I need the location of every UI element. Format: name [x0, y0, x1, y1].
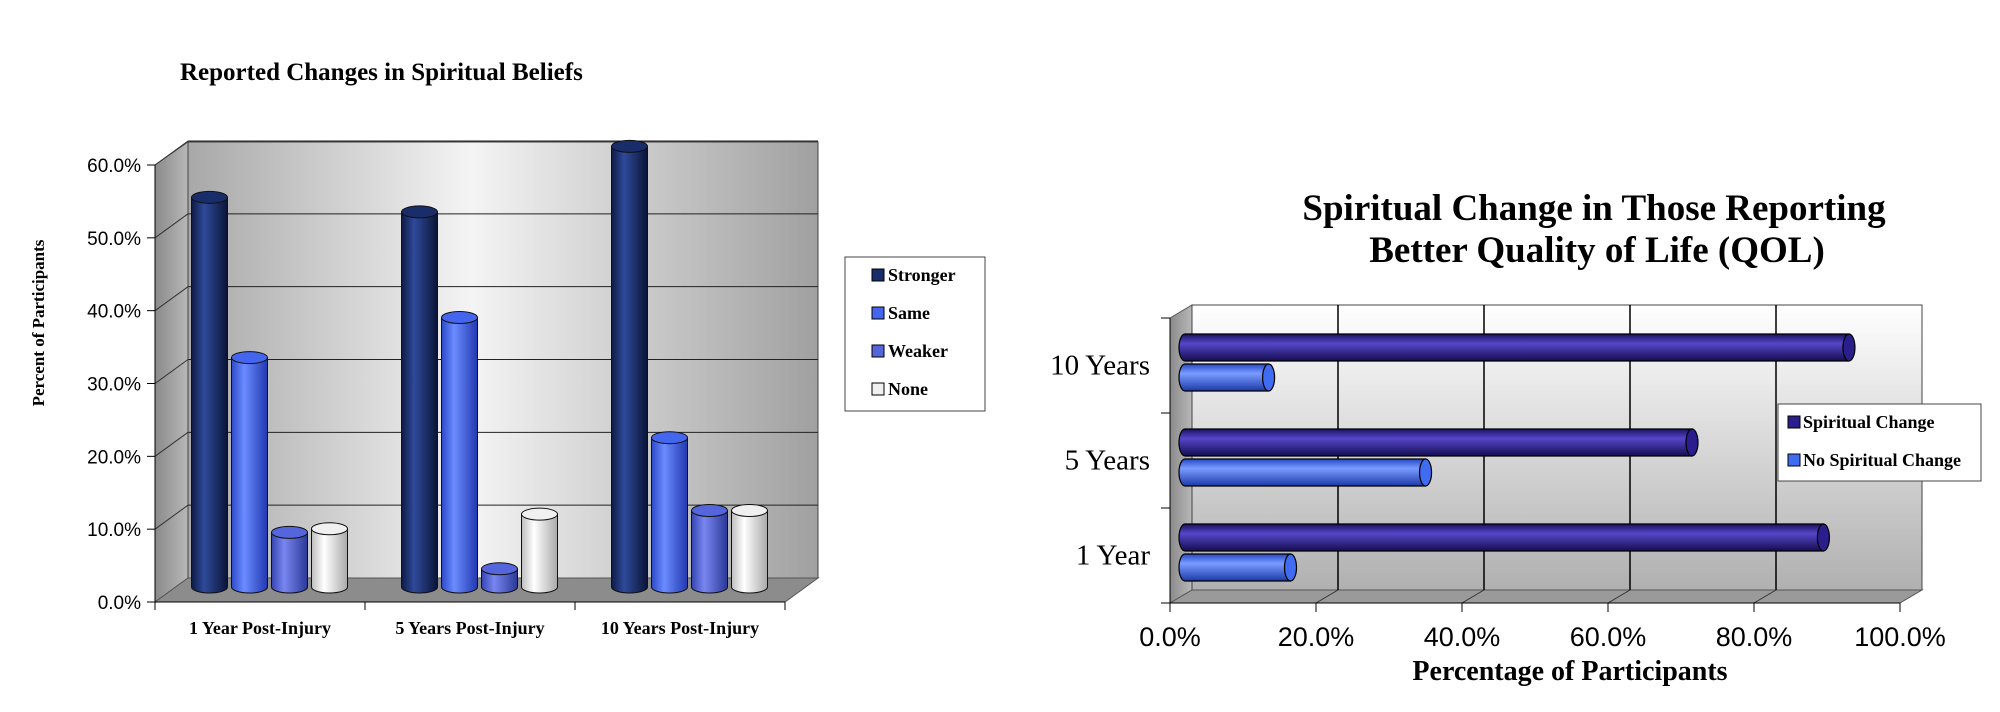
chart-left-x-axis: 1 Year Post-Injury 5 Years Post-Injury 10 … [154, 601, 786, 638]
chart-left-x-tick-label: 1 Year Post-Injury [189, 618, 331, 638]
chart-left-y-tick-label: 60.0% [87, 156, 141, 177]
legend-label-none: None [888, 379, 928, 399]
bar-weaker-10-years-post-injury [691, 504, 728, 594]
bar-same-10-years-post-injury [651, 431, 688, 594]
chart-right-gridline-floor [1753, 589, 1777, 604]
legend-label-weaker: Weaker [888, 341, 948, 361]
chart-right-x-tick-label: 100.0% [1854, 622, 1946, 652]
chart-right-y-tick-label: 1 Year [1076, 540, 1150, 572]
bar-spiritual-change-5-years [1178, 428, 1699, 457]
chart-left-y-tick-label: 10.0% [87, 520, 141, 541]
legend-label-stronger: Stronger [888, 265, 956, 285]
chart-left-legend-box [844, 256, 986, 412]
chart-right-gridline-floor [1461, 589, 1485, 604]
chart-left-y-tick-label: 0.0% [98, 593, 141, 614]
chart-left-y-tick-label: 30.0% [87, 375, 141, 396]
chart-left-gridline-side [154, 504, 189, 530]
chart-right-xlabel: Percentage of Participants [1412, 656, 1727, 687]
chart-left-y-axis: 0.0% 10.0% 20.0% 30.0% 40.0% 50.0% 60.0% [87, 156, 156, 614]
chart-right-x-tick-label: 20.0% [1278, 622, 1355, 652]
chart-left: Reported Changes in Spiritual Beliefs Pe… [29, 59, 986, 638]
chart-left-x-tick-label: 5 Years Post-Injury [395, 618, 544, 638]
chart-right: Spiritual Change in Those Reporting Bett… [1050, 188, 1982, 687]
bar-same-5-years-post-injury [441, 311, 478, 594]
legend-swatch-none [871, 382, 885, 396]
bar-no-spiritual-change-1-year [1178, 553, 1298, 582]
chart-left-y-tick-label: 20.0% [87, 447, 141, 468]
chart-right-title-line2: Better Quality of Life (QOL) [1369, 230, 1825, 271]
bar-none-10-years-post-injury [731, 504, 768, 594]
chart-left-bars [191, 139, 768, 594]
bar-no-spiritual-change-10-years [1178, 363, 1276, 392]
bar-stronger-5-years-post-injury [401, 205, 438, 594]
chart-left-gridline-side [154, 286, 189, 312]
chart-left-legend: Stronger Same Weaker None [844, 256, 986, 412]
bar-none-5-years-post-injury [521, 507, 558, 594]
legend-label-spiritual-change: Spiritual Change [1803, 412, 1935, 432]
chart-right-y-axis: 1 Year 5 Years 10 Years [1050, 317, 1171, 604]
chart-left-gridlines [154, 140, 818, 530]
chart-left-ylabel: Percent of Participants [29, 239, 48, 406]
legend-swatch-stronger [871, 268, 885, 282]
chart-right-title-line1: Spiritual Change in Those Reporting [1302, 188, 1886, 229]
chart-right-legend: Spiritual Change No Spiritual Change [1777, 403, 1982, 482]
bar-weaker-1-year-post-injury [271, 525, 308, 594]
chart-right-gridline-floor [1315, 589, 1339, 604]
bar-spiritual-change-10-years [1178, 333, 1856, 362]
bar-none-1-year-post-injury [311, 522, 348, 594]
legend-label-same: Same [888, 303, 930, 323]
chart-right-x-tick-label: 80.0% [1716, 622, 1793, 652]
chart-left-gridline-side [154, 213, 189, 239]
legend-label-no-spiritual-change: No Spiritual Change [1803, 450, 1961, 470]
chart-left-y-tick-label: 40.0% [87, 302, 141, 323]
chart-left-gridline-side [154, 431, 189, 457]
legend-swatch-no-spiritual-change [1787, 453, 1801, 467]
chart-right-gridline-floor [1607, 589, 1631, 604]
chart-left-x-tick-label: 10 Years Post-Injury [601, 618, 759, 638]
chart-right-y-tick-label: 10 Years [1050, 350, 1150, 382]
chart-left-gridline-side [154, 359, 189, 384]
chart-left-title: Reported Changes in Spiritual Beliefs [180, 59, 583, 86]
chart-right-y-tick-label: 5 Years [1065, 445, 1150, 477]
legend-swatch-weaker [871, 344, 885, 358]
bar-no-spiritual-change-5-years [1178, 458, 1433, 487]
chart-right-x-axis: 0.0% 20.0% 40.0% 60.0% 80.0% 100.0% [1139, 602, 1946, 652]
legend-swatch-spiritual-change [1787, 415, 1801, 429]
bar-stronger-1-year-post-injury [191, 190, 228, 594]
bar-stronger-10-years-post-injury [611, 139, 648, 594]
chart-right-legend-box [1777, 403, 1982, 482]
bar-weaker-5-years-post-injury [481, 562, 518, 594]
chart-right-x-tick-label: 40.0% [1424, 622, 1501, 652]
bar-spiritual-change-1-year [1178, 523, 1831, 552]
chart-right-x-tick-label: 60.0% [1570, 622, 1647, 652]
chart-right-floor [1168, 589, 1924, 604]
chart-left-gridline-side [154, 140, 189, 166]
legend-swatch-same [871, 306, 885, 320]
chart-right-bars [1178, 333, 1856, 582]
chart-right-x-tick-label: 0.0% [1139, 622, 1201, 652]
bar-same-1-year-post-injury [231, 351, 268, 594]
chart-left-y-tick-label: 50.0% [87, 229, 141, 250]
